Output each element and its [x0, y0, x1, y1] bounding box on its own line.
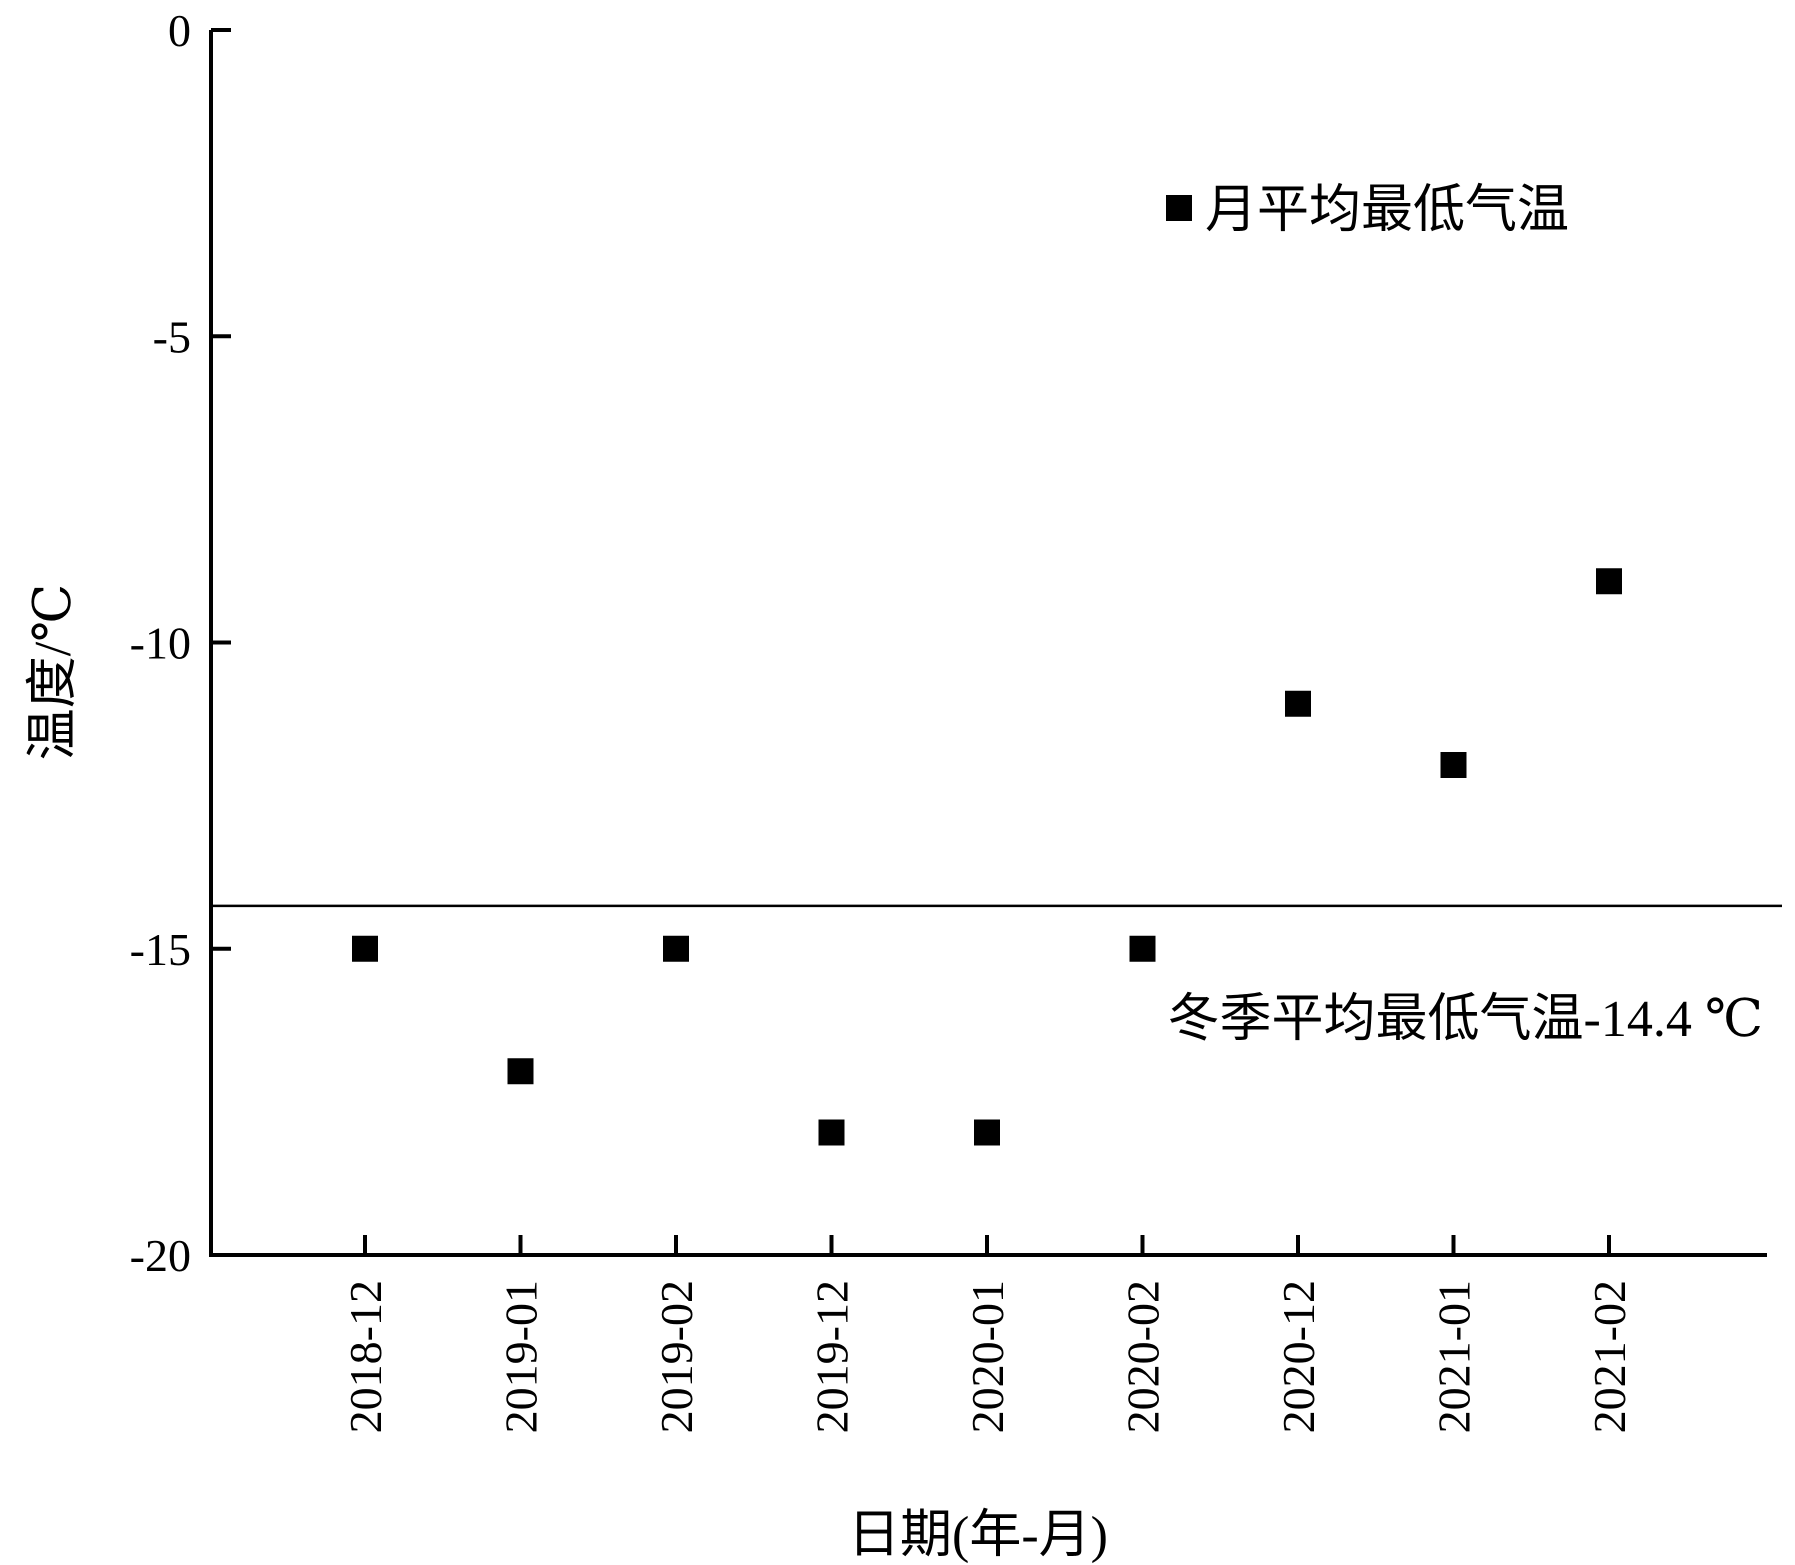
data-point	[507, 1058, 534, 1085]
y-axis-ticks: 0 -5 -10 -15 -20	[130, 5, 231, 1281]
y-tick-label: 0	[168, 5, 191, 56]
x-tick-label: 2021-02	[1584, 1280, 1635, 1433]
x-axis-label: 日期(年-月)	[848, 1507, 1108, 1564]
x-tick-label: 2019-01	[496, 1280, 547, 1433]
data-points	[352, 568, 1622, 1146]
x-axis-ticks: 2018-12 2019-01 2019-02 2019-12 2020-01 2020-…	[340, 1235, 1635, 1433]
legend: 月平均最低气温	[1166, 182, 1569, 239]
data-point	[352, 935, 378, 962]
x-tick-label: 2018-12	[340, 1280, 391, 1433]
y-tick-label: -10	[130, 618, 191, 669]
data-point	[974, 1119, 1000, 1146]
x-tick-label: 2019-12	[807, 1280, 858, 1433]
data-point	[1440, 752, 1467, 778]
y-tick-label: -20	[130, 1230, 191, 1281]
x-tick-label: 2021-01	[1429, 1280, 1480, 1433]
reference-line-label: 冬季平均最低气温-14.4 ℃	[1168, 991, 1764, 1048]
x-tick-label: 2020-12	[1273, 1280, 1324, 1433]
data-point	[1129, 935, 1156, 962]
x-tick-label: 2020-01	[962, 1280, 1013, 1433]
x-tick-label: 2020-02	[1118, 1280, 1169, 1433]
data-point	[1285, 690, 1311, 717]
x-tick-label: 2019-02	[651, 1280, 702, 1433]
legend-marker	[1166, 195, 1192, 221]
data-point	[663, 935, 689, 962]
legend-label: 月平均最低气温	[1205, 182, 1569, 239]
y-tick-label: -15	[130, 924, 191, 975]
data-point	[1596, 568, 1622, 595]
data-point	[818, 1119, 845, 1146]
y-tick-label: -5	[153, 311, 191, 362]
y-axis-label: 温度/℃	[25, 584, 82, 761]
